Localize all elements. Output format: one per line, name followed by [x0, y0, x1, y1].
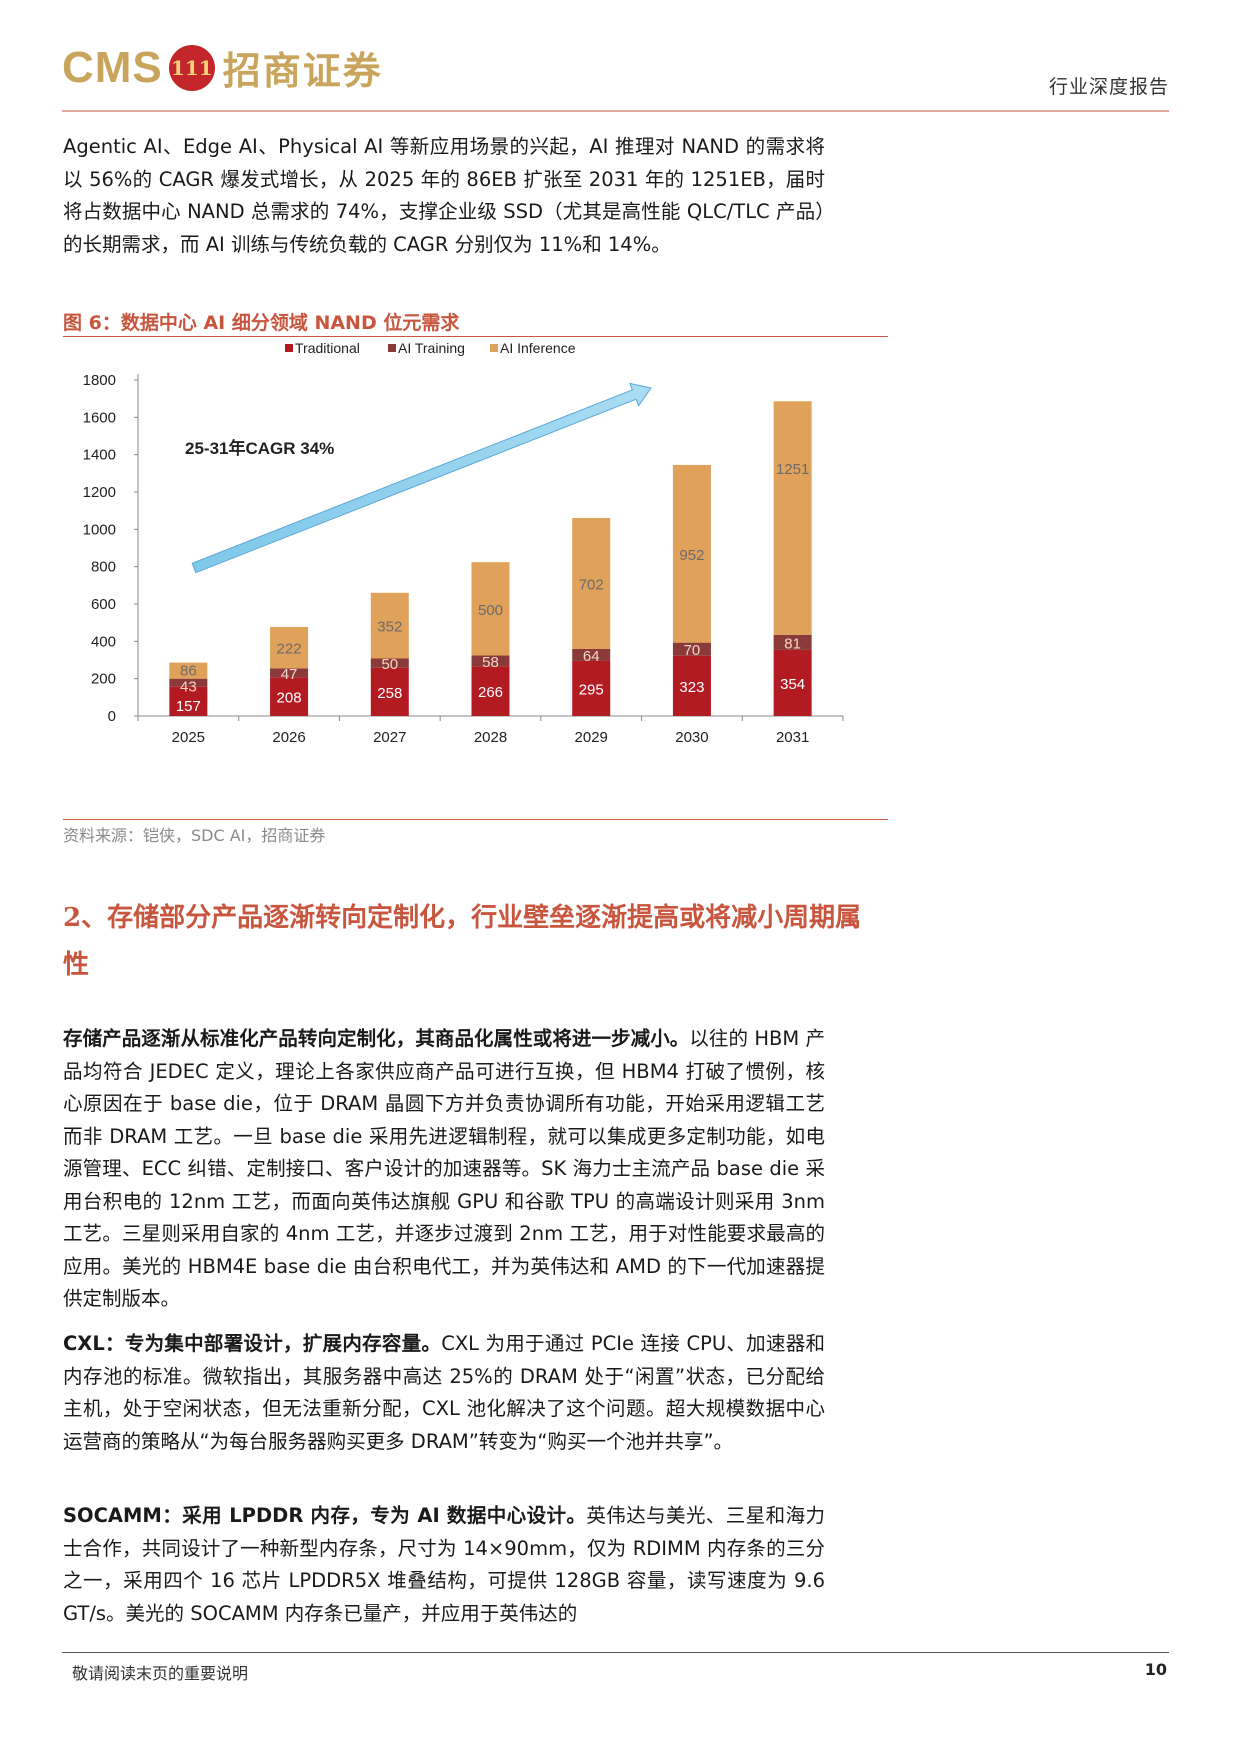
y-tick-label-9: 1800 [83, 372, 116, 389]
x-tick-label-5: 2030 [675, 729, 708, 746]
cxl-paragraph: CXL：专为集中部署设计，扩展内存容量。CXL 为用于通过 PCIe 连接 CP… [63, 1328, 825, 1458]
socamm-paragraph: SOCAMM：采用 LPDDR 内存，专为 AI 数据中心设计。英伟达与美光、三… [63, 1500, 825, 1630]
figure-title: 图 6：数据中心 AI 细分领域 NAND 位元需求 [63, 312, 460, 334]
y-tick-label-7: 1400 [83, 447, 116, 464]
bar-traditional-2031 [773, 649, 812, 716]
socamm-text: 英伟达与美光、三星和海力士合作，共同设计了一种新型内存条，尺寸为 14×90mm… [63, 1504, 825, 1625]
data-label-ai-training-2029: 64 [583, 648, 600, 665]
bar-traditional-2027 [370, 667, 409, 716]
bar-ai-inference-2029 [572, 517, 611, 649]
data-label-ai-inference-2027: 352 [377, 619, 402, 636]
bar-ai-inference-2027 [370, 592, 409, 659]
y-tick-label-4: 800 [91, 559, 116, 576]
bar-traditional-2026 [270, 677, 309, 716]
logo-seal-icon: 111 [168, 44, 215, 91]
y-tick-label-1: 200 [91, 671, 116, 688]
y-tick-label-0: 0 [108, 708, 116, 725]
bar-ai-training-2025 [169, 678, 208, 687]
data-label-ai-training-2028: 58 [482, 654, 499, 671]
legend-label-2: AI Inference [500, 340, 576, 356]
data-label-traditional-2025: 157 [176, 698, 201, 715]
data-label-traditional-2028: 266 [478, 684, 503, 701]
page-number: 10 [1144, 1660, 1167, 1679]
data-label-ai-training-2027: 50 [381, 656, 398, 673]
data-label-ai-training-2026: 47 [281, 666, 298, 683]
cxl-text: CXL 为用于通过 PCIe 连接 CPU、加速器和内存池的标准。微软指出，其服… [63, 1332, 825, 1453]
data-label-ai-inference-2025: 86 [180, 663, 197, 680]
logo-cms-text: CMS [62, 42, 163, 92]
bar-traditional-2025 [169, 686, 208, 716]
stacked-bar-chart: Traditional AI Training AI Inference 0 200 4… [83, 340, 844, 746]
data-label-traditional-2026: 208 [277, 690, 302, 707]
data-label-ai-training-2031: 81 [784, 635, 801, 652]
footer-divider [62, 1652, 1169, 1653]
data-label-ai-inference-2030: 952 [679, 547, 704, 564]
bar-ai-training-2028 [471, 655, 510, 667]
y-tick-label-3: 600 [91, 596, 116, 613]
legend-swatch-0 [285, 344, 293, 352]
data-label-ai-training-2025: 43 [180, 679, 197, 696]
x-tick-label-0: 2025 [172, 729, 205, 746]
y-tick-label-5: 1000 [83, 521, 116, 538]
figure-top-rule [63, 336, 888, 337]
bar-traditional-2029 [572, 660, 611, 716]
data-label-traditional-2031: 354 [780, 676, 805, 693]
bar-ai-training-2027 [370, 658, 409, 668]
chart-legend: Traditional AI Training AI Inference [285, 340, 576, 356]
x-tick-label-4: 2029 [575, 729, 608, 746]
cxl-lead: CXL：专为集中部署设计，扩展内存容量。 [63, 1332, 442, 1355]
header-divider [62, 110, 1169, 112]
x-tick-label-6: 2031 [776, 729, 809, 746]
report-type-label: 行业深度报告 [1048, 76, 1169, 98]
cagr-annotation: 25-31年CAGR 34% [185, 438, 334, 458]
y-tick-label-6: 1200 [83, 484, 116, 501]
trend-arrow-icon [191, 382, 652, 574]
data-label-ai-inference-2028: 500 [478, 602, 503, 619]
data-label-ai-inference-2026: 222 [277, 641, 302, 658]
customization-lead: 存储产品逐渐从标准化产品转向定制化，其商品化属性或将进一步减小。 [63, 1027, 690, 1050]
y-tick-label-8: 1600 [83, 409, 116, 426]
data-label-traditional-2029: 295 [579, 681, 604, 698]
bar-ai-inference-2025 [169, 662, 208, 679]
intro-paragraph: Agentic AI、Edge AI、Physical AI 等新应用场景的兴起… [63, 135, 825, 256]
section-heading: 2、存储部分产品逐渐转向定制化，行业壁垒逐渐提高或将减小周期属性 [63, 903, 862, 980]
footer-note: 敬请阅读末页的重要说明 [72, 1664, 249, 1683]
bar-ai-inference-2026 [270, 626, 309, 669]
customization-paragraph: 存储产品逐渐从标准化产品转向定制化，其商品化属性或将进一步减小。以往的 HBM … [63, 1023, 825, 1316]
data-label-ai-training-2030: 70 [684, 642, 701, 659]
bar-ai-training-2030 [672, 642, 711, 656]
cagr-trend-arrow [191, 382, 652, 574]
figure-source: 资料来源：铠侠，SDC AI，招商证券 [63, 826, 326, 845]
data-label-ai-inference-2031: 1251 [776, 461, 809, 478]
customization-text: 以往的 HBM 产品均符合 JEDEC 定义，理论上各家供应商产品可进行互换，但… [63, 1027, 825, 1310]
legend-swatch-1 [388, 344, 396, 352]
legend-label-1: AI Training [398, 340, 465, 356]
bar-traditional-2028 [471, 666, 510, 716]
company-logo: CMS 111 招商证券 [62, 40, 383, 95]
y-tick-label-2: 400 [91, 633, 116, 650]
x-tick-label-1: 2026 [272, 729, 305, 746]
bar-traditional-2030 [672, 655, 711, 716]
logo-chinese-name: 招商证券 [222, 48, 383, 93]
socamm-lead: SOCAMM：采用 LPDDR 内存，专为 AI 数据中心设计。 [63, 1504, 587, 1527]
bar-ai-inference-2031 [773, 401, 812, 635]
figure-bottom-rule [63, 819, 888, 820]
bar-ai-training-2031 [773, 634, 812, 650]
data-label-ai-inference-2029: 702 [579, 576, 604, 593]
bar-ai-inference-2030 [672, 464, 711, 643]
bar-ai-training-2026 [270, 668, 309, 678]
data-label-traditional-2027: 258 [377, 685, 402, 702]
data-label-traditional-2030: 323 [679, 679, 704, 696]
x-tick-label-2: 2027 [373, 729, 406, 746]
legend-swatch-2 [490, 344, 498, 352]
bar-ai-inference-2028 [471, 562, 510, 656]
x-tick-label-3: 2028 [474, 729, 507, 746]
bar-ai-training-2029 [572, 648, 611, 661]
chart-axes: 0 200 400 600 800 1000 1200 1400 1600 1800 2025 202… [83, 372, 844, 746]
legend-label-0: Traditional [295, 340, 360, 356]
